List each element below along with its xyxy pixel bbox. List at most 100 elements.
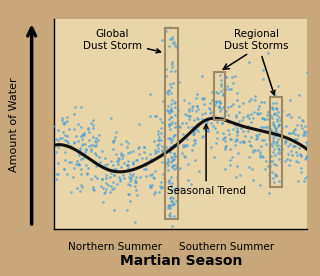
Point [266,123,271,128]
Point [150,171,155,176]
Point [191,118,196,123]
Point [171,151,176,155]
Point [158,126,163,130]
Point [104,181,109,185]
Point [180,132,185,136]
Point [270,120,276,124]
Point [96,138,101,142]
Point [287,163,292,167]
Point [213,99,219,104]
Point [108,159,113,164]
Point [207,107,212,111]
Point [210,90,215,95]
Point [209,145,214,149]
Point [140,155,145,160]
Point [120,173,125,178]
Point [173,154,178,158]
Point [64,143,69,148]
Point [226,113,231,117]
Point [274,113,279,117]
Point [206,106,211,110]
Point [273,126,278,130]
Point [127,171,132,176]
Point [74,186,79,190]
Point [53,137,59,142]
Point [90,185,95,190]
Point [62,137,68,142]
Point [226,105,231,110]
Point [168,145,173,149]
Point [185,161,190,166]
Point [133,158,138,162]
Point [144,162,149,167]
Point [190,125,195,130]
Point [173,198,178,203]
Point [84,147,89,151]
Point [126,163,131,167]
Point [208,121,213,125]
Point [77,148,83,153]
Point [178,185,183,190]
Point [275,124,280,128]
Point [166,124,172,128]
Point [259,125,264,129]
Point [77,163,82,168]
Point [272,153,277,157]
Point [252,110,257,114]
Point [195,129,200,134]
Point [172,68,177,73]
Point [221,93,226,97]
Point [111,138,116,143]
Point [164,67,169,71]
Point [182,111,188,116]
Point [116,156,121,160]
Point [295,132,300,137]
Point [62,143,68,148]
Point [194,127,199,131]
Point [80,132,85,137]
Point [276,137,281,142]
Point [156,134,162,139]
Point [222,167,227,171]
Point [81,131,86,136]
Point [207,110,212,115]
Point [303,130,308,134]
Text: Martian Season: Martian Season [120,254,242,268]
Point [301,131,306,136]
Point [78,134,83,139]
Point [273,143,278,148]
Point [234,137,239,141]
Point [290,130,295,135]
Point [201,102,206,106]
Point [167,204,172,208]
Point [217,99,222,104]
Point [247,116,252,120]
Point [280,125,285,129]
Point [274,107,279,111]
Point [293,159,299,163]
Point [147,114,152,118]
Point [169,62,174,67]
Point [84,171,89,175]
Point [273,173,278,178]
Point [237,139,242,144]
Point [272,123,277,128]
Point [214,140,219,145]
Point [276,179,282,183]
Point [192,157,197,162]
Point [103,187,108,191]
Point [147,173,152,178]
Point [167,122,172,126]
Point [132,178,137,182]
Point [84,163,89,167]
Point [118,164,124,169]
Point [169,102,174,106]
Point [275,151,280,156]
Point [278,160,284,164]
Point [272,134,277,138]
Point [103,163,108,167]
Point [269,106,274,111]
Point [277,115,282,120]
Point [164,161,169,165]
Point [98,160,103,164]
